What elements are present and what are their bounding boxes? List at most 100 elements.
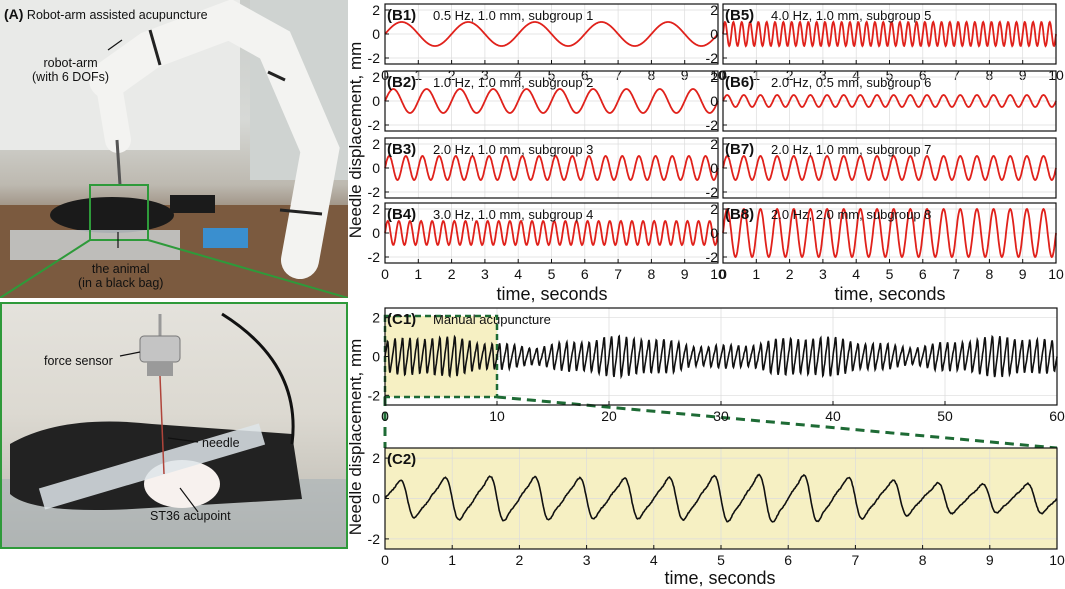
y-tick-label: -2: [368, 387, 381, 403]
x-tick-label: 2: [448, 266, 456, 282]
x-tick-label: 5: [717, 552, 725, 568]
y-axis-label-bottom: Needle displacement, mm: [346, 339, 365, 536]
y-tick-label: -2: [368, 117, 381, 133]
y-tick-label: 0: [710, 93, 718, 109]
signal-line-c1: [384, 334, 1058, 380]
x-axis-label-b-left: time, seconds: [496, 284, 607, 304]
x-tick-label: 5: [548, 266, 556, 282]
y-tick-label: 2: [372, 69, 380, 85]
y-tick-label: 0: [372, 349, 380, 365]
x-tick-label: 6: [581, 266, 589, 282]
acupoint-closeup-photo: force sensor needle ST36 acupoint: [0, 302, 348, 549]
x-tick-label: 8: [986, 266, 994, 282]
x-tick-label: 3: [819, 266, 827, 282]
panel-label-b7: (B7): [725, 141, 754, 158]
x-tick-label: 2: [516, 552, 524, 568]
x-tick-label: 7: [852, 552, 860, 568]
x-tick-label: 9: [986, 552, 994, 568]
y-tick-label: 2: [710, 69, 718, 85]
x-tick-label: 0: [381, 408, 389, 424]
signal-line-b7: [722, 155, 1057, 181]
panel-label-b6: (B6): [725, 74, 754, 91]
x-tick-label: 10: [710, 266, 726, 282]
x-tick-label: 1: [752, 266, 760, 282]
signal-line-c2: [384, 473, 1058, 523]
robot-arm-label: robot-arm: [43, 56, 98, 70]
panel-annotation-b4: 3.0 Hz, 1.0 mm, subgroup 4: [433, 207, 593, 222]
y-tick-label: 2: [710, 2, 718, 18]
x-tick-label: 6: [784, 552, 792, 568]
panel-label-b8: (B8): [725, 206, 754, 223]
x-tick-label: 30: [713, 408, 729, 424]
x-tick-label: 8: [919, 552, 927, 568]
y-tick-label: -2: [368, 50, 381, 66]
x-tick-label: 40: [825, 408, 841, 424]
x-tick-label: 5: [886, 266, 894, 282]
x-tick-label: 1: [448, 552, 456, 568]
signal-line-b5: [722, 20, 1057, 48]
x-tick-label: 0: [381, 266, 389, 282]
panel-a-title: Robot-arm assisted acupuncture: [26, 8, 208, 22]
x-tick-label: 6: [919, 266, 927, 282]
panel-label-c2: (C2): [387, 451, 416, 468]
animal-label: the animal: [91, 262, 150, 276]
y-tick-label: -2: [706, 249, 719, 265]
y-tick-label: 0: [710, 160, 718, 176]
signal-line-b4: [384, 219, 719, 247]
y-tick-label: -2: [368, 531, 381, 547]
animal-sub-label: (in a black bag): [78, 276, 164, 290]
x-tick-label: 0: [719, 266, 727, 282]
x-tick-label: 7: [952, 266, 960, 282]
panel-label-b3: (B3): [387, 141, 416, 158]
robot-arm-dof-label: (with 6 DOFs): [32, 70, 110, 84]
x-tick-label: 10: [1048, 266, 1064, 282]
panel-label-c1: (C1): [387, 311, 416, 328]
y-tick-label: 0: [710, 26, 718, 42]
y-tick-label: -2: [368, 184, 381, 200]
needle-label: needle: [202, 436, 240, 450]
y-tick-label: 2: [372, 450, 380, 466]
panel-annotation-b6: 2.0 Hz, 0.5 mm, subgroup 6: [771, 75, 931, 90]
x-axis-label-b-right: time, seconds: [834, 284, 945, 304]
y-tick-label: -2: [706, 184, 719, 200]
x-tick-label: 50: [937, 408, 953, 424]
x-tick-label: 4: [852, 266, 860, 282]
x-tick-label: 8: [648, 266, 656, 282]
signal-line-b3: [384, 155, 719, 181]
y-tick-label: -2: [706, 50, 719, 66]
x-tick-label: 4: [650, 552, 658, 568]
robot-arm-photo: (A) Robot-arm assisted acupuncture robot…: [0, 0, 348, 298]
x-tick-label: 9: [1019, 266, 1027, 282]
x-tick-label: 2: [786, 266, 794, 282]
chart-b3: -2 0 2 (B3) 2.0 Hz, 1.0 mm, subgroup 3: [368, 136, 719, 200]
panel-label-b4: (B4): [387, 206, 416, 223]
chart-b6: -2 0 2 (B6) 2.0 Hz, 0.5 mm, subgroup 6: [706, 69, 1057, 133]
y-tick-label: 2: [372, 136, 380, 152]
signal-line-b2: [384, 88, 719, 114]
y-tick-label: 0: [710, 225, 718, 241]
x-tick-label: 3: [481, 266, 489, 282]
force-sensor-label: force sensor: [44, 354, 113, 368]
y-tick-label: 0: [372, 160, 380, 176]
x-tick-label: 10: [1049, 552, 1065, 568]
x-tick-label: 4: [514, 266, 522, 282]
y-tick-label: 2: [372, 201, 380, 217]
panel-annotation-b7: 2.0 Hz, 1.0 mm, subgroup 7: [771, 142, 931, 157]
panel-label-b5: (B5): [725, 7, 754, 24]
y-tick-label: -2: [706, 117, 719, 133]
x-tick-label: 20: [601, 408, 617, 424]
y-tick-label: 2: [710, 201, 718, 217]
panel-annotation-b5: 4.0 Hz, 1.0 mm, subgroup 5: [771, 8, 931, 23]
y-tick-label: 0: [372, 93, 380, 109]
y-tick-label: 2: [372, 2, 380, 18]
panel-label-b2: (B2): [387, 74, 416, 91]
y-tick-label: 0: [372, 225, 380, 241]
panel-annotation-b8: 2.0 Hz, 2.0 mm, subgroup 8: [771, 207, 931, 222]
x-axis-label-c: time, seconds: [664, 568, 775, 588]
